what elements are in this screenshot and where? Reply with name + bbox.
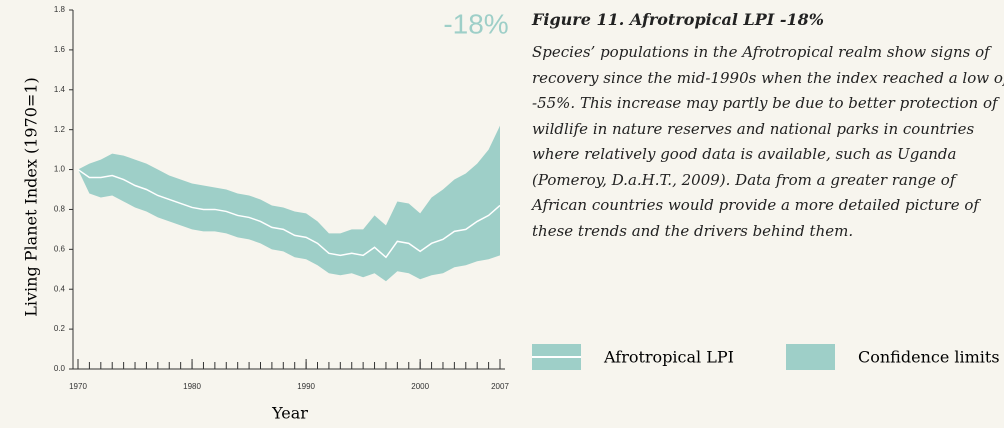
legend-label: Afrotropical LPI bbox=[603, 348, 734, 367]
y-axis-label: Living Planet Index (1970=1) bbox=[22, 77, 41, 316]
y-tick-label: 0.4 bbox=[54, 284, 66, 293]
y-tick-label: 0.6 bbox=[54, 244, 66, 253]
y-tick-label: 1.4 bbox=[54, 85, 66, 94]
annotation: -18% bbox=[443, 8, 508, 39]
y-tick-label: 0.0 bbox=[54, 364, 66, 373]
x-tick-label: 1980 bbox=[183, 382, 201, 391]
legend-label: Confidence limits bbox=[858, 348, 1000, 367]
x-tick-label: 1990 bbox=[297, 382, 315, 391]
y-tick-label: 1.0 bbox=[54, 165, 66, 174]
y-tick-label: 0.8 bbox=[54, 205, 66, 214]
x-tick-label: 2000 bbox=[411, 382, 429, 391]
legend-swatch bbox=[786, 344, 835, 370]
x-axis-label: Year bbox=[271, 404, 308, 423]
y-tick-label: 1.8 bbox=[54, 5, 66, 14]
index-line bbox=[77, 168, 501, 259]
caption: Species’ populations in the Afrotropical… bbox=[532, 43, 1004, 240]
y-tick-label: 0.2 bbox=[54, 324, 66, 333]
y-tick-label: 1.2 bbox=[54, 125, 66, 134]
x-tick-label: 1970 bbox=[69, 382, 87, 391]
confidence-band bbox=[78, 125, 500, 282]
x-tick-label: 2007 bbox=[491, 382, 509, 391]
figure-title: Figure 11. Afrotropical LPI -18% bbox=[532, 10, 824, 29]
y-tick-label: 1.6 bbox=[54, 45, 66, 54]
